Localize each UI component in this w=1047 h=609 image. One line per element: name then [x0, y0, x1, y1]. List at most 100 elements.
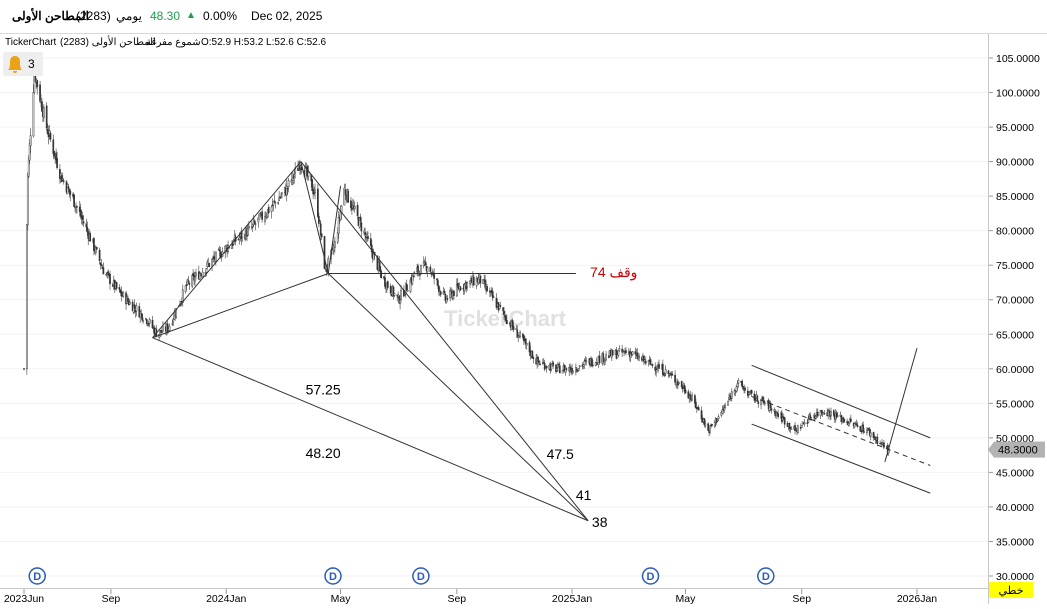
y-tick-label: 70.0000: [996, 295, 1034, 307]
candle-body: [281, 192, 283, 195]
candle-body: [259, 214, 262, 217]
candle-body: [773, 409, 776, 412]
candle-body: [106, 273, 109, 275]
candle-body: [274, 201, 277, 204]
candle-body: [830, 411, 832, 417]
candle-body: [525, 343, 528, 346]
candle-body: [320, 233, 323, 238]
candle-body: [863, 431, 865, 433]
candle-body: [426, 267, 429, 272]
y-tick-label: 45.0000: [996, 467, 1034, 479]
candle-body: [524, 338, 527, 345]
candle-body: [797, 425, 799, 433]
trend-line[interactable]: [152, 273, 329, 339]
dividend-marker[interactable]: [324, 567, 342, 585]
candle-body: [832, 410, 835, 416]
candle-body: [107, 271, 109, 274]
trend-line[interactable]: [300, 161, 329, 274]
stock-name[interactable]: المطاحن الأولى: [12, 9, 89, 23]
chart-style-toggle[interactable]: خطي: [989, 582, 1033, 598]
candle-body: [469, 280, 471, 285]
dividend-marker[interactable]: [28, 567, 46, 585]
ohlc-readout: O:52.9 H:53.2 L:52.6 C:52.6: [201, 37, 327, 48]
candle-body: [61, 178, 64, 181]
candle-body: [23, 368, 25, 370]
candle-body: [453, 290, 455, 297]
brand-label: TickerChart: [5, 37, 57, 48]
trend-line[interactable]: [327, 185, 342, 274]
candle-body: [848, 422, 850, 427]
candle-body: [25, 224, 28, 370]
candle-body: [405, 284, 408, 291]
candle-body: [286, 187, 289, 190]
candle-body: [644, 360, 647, 364]
candle-body: [168, 326, 171, 331]
dividend-marker[interactable]: [757, 567, 775, 585]
candle-body: [29, 135, 32, 146]
bell-icon: [8, 56, 22, 73]
candle-body: [185, 284, 188, 287]
candle-body: [707, 423, 710, 431]
up-arrow-icon: ▲: [186, 10, 196, 21]
last-price: 48.30: [150, 9, 181, 23]
candle-body: [492, 296, 495, 298]
trend-line[interactable]: [300, 161, 589, 522]
candle-body: [695, 401, 697, 408]
candle-body: [643, 355, 645, 362]
trend-line[interactable]: [884, 347, 918, 463]
candle-body: [727, 400, 729, 406]
candle-body: [141, 313, 143, 321]
trend-drawings[interactable]: [152, 161, 931, 522]
change-percent: 0.00%: [203, 9, 238, 23]
y-tick-label: 35.0000: [996, 536, 1034, 548]
trend-line[interactable]: [327, 273, 589, 522]
candle-body: [347, 190, 349, 203]
trend-line[interactable]: [152, 337, 589, 522]
candle-body: [663, 374, 666, 377]
candle-body: [86, 227, 89, 232]
y-tick-label: 80.0000: [996, 226, 1034, 238]
candle-body: [89, 233, 91, 242]
candle-body: [417, 265, 419, 273]
candle-body: [505, 315, 507, 321]
candle-body: [618, 348, 621, 351]
dividend-marker[interactable]: [412, 567, 430, 585]
candle-body: [860, 430, 863, 433]
candle-body: [95, 246, 98, 250]
trend-line[interactable]: [751, 364, 931, 439]
candle-body: [208, 263, 211, 267]
candle-body: [175, 308, 177, 319]
candle-body: [855, 423, 858, 425]
candle-body: [181, 289, 184, 303]
candle-body: [36, 80, 39, 88]
trend-line[interactable]: [152, 161, 302, 339]
alerts-button[interactable]: 3: [3, 52, 43, 76]
x-tick-label: May: [676, 593, 697, 604]
candle-body: [171, 323, 174, 325]
candle-body: [360, 222, 363, 232]
candle-body: [343, 187, 346, 206]
x-tick-label: Sep: [792, 593, 811, 604]
candle-body: [151, 319, 154, 328]
channel-midline[interactable]: [751, 395, 931, 466]
candle-body: [273, 200, 276, 202]
candle-body: [146, 324, 149, 326]
candle-body: [279, 197, 281, 199]
time-axis[interactable]: 2023Jun Sep 2024Jan May Sep 2025Jan May Sep 2026…: [4, 589, 937, 605]
candle-body: [102, 267, 105, 275]
candle-body: [539, 363, 541, 366]
last-price-tag: 48.3000: [988, 441, 1045, 458]
candle-body: [254, 223, 257, 225]
candle-body: [750, 390, 753, 394]
dividend-marker[interactable]: [641, 567, 660, 585]
trend-line[interactable]: [751, 423, 931, 494]
x-tick-label: Sep: [102, 593, 121, 604]
candle-body: [667, 370, 670, 375]
candle-body: [109, 274, 111, 285]
period-label[interactable]: يومي: [116, 9, 142, 23]
candle-body: [576, 370, 579, 373]
candle-body: [783, 417, 786, 425]
